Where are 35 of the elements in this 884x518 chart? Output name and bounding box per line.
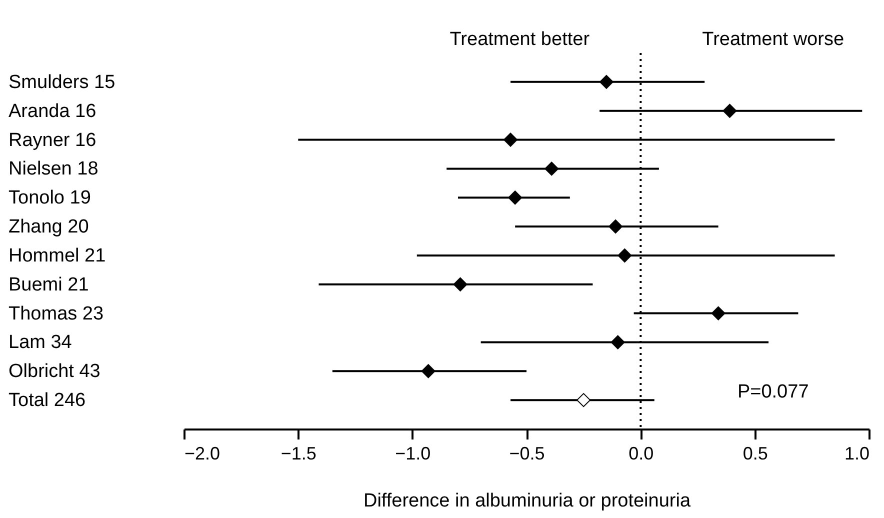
x-tick-label: −1.5 [280,444,316,464]
x-axis-title: Difference in albuminuria or proteinuria [363,490,691,512]
point [618,248,632,262]
x-tick-label: 1.0 [844,444,870,464]
point [504,132,518,147]
y-tick-label: Smulders 15 [8,72,116,93]
point [453,277,468,292]
text: Treatment worse [702,29,844,50]
x-tick-label: −0.5 [509,444,545,464]
text: Treatment better [450,29,590,50]
y-tick-label: Buemi 21 [8,274,89,296]
point [722,104,737,118]
x-tick-label: −2.0 [184,444,220,464]
point [610,335,625,350]
y-tick-label: Zhang 20 [8,216,89,238]
y-tick-label: Hommel 21 [8,245,106,266]
point [421,364,436,378]
x-tick-label: −1.0 [395,444,431,464]
y-tick-label: Nielsen 18 [8,158,98,180]
y-tick-label: Olbricht 43 [8,361,100,382]
y-tick-label: Total 246 [8,390,86,412]
point [599,74,614,89]
y-tick-label: Thomas 23 [8,303,104,324]
point [711,306,726,320]
point [508,190,522,205]
y-tick-label: Rayner 16 [8,130,96,151]
y-tick-label: Tonolo 19 [8,188,91,209]
y-tick-label: Aranda 16 [8,100,96,122]
point [576,393,591,408]
point [544,162,559,176]
annotation: P=0.077 [737,381,809,402]
y-tick-label: Lam 34 [8,332,72,354]
x-tick-label: 0.0 [628,444,654,464]
point [608,220,623,234]
x-tick-label: 0.5 [742,444,768,464]
